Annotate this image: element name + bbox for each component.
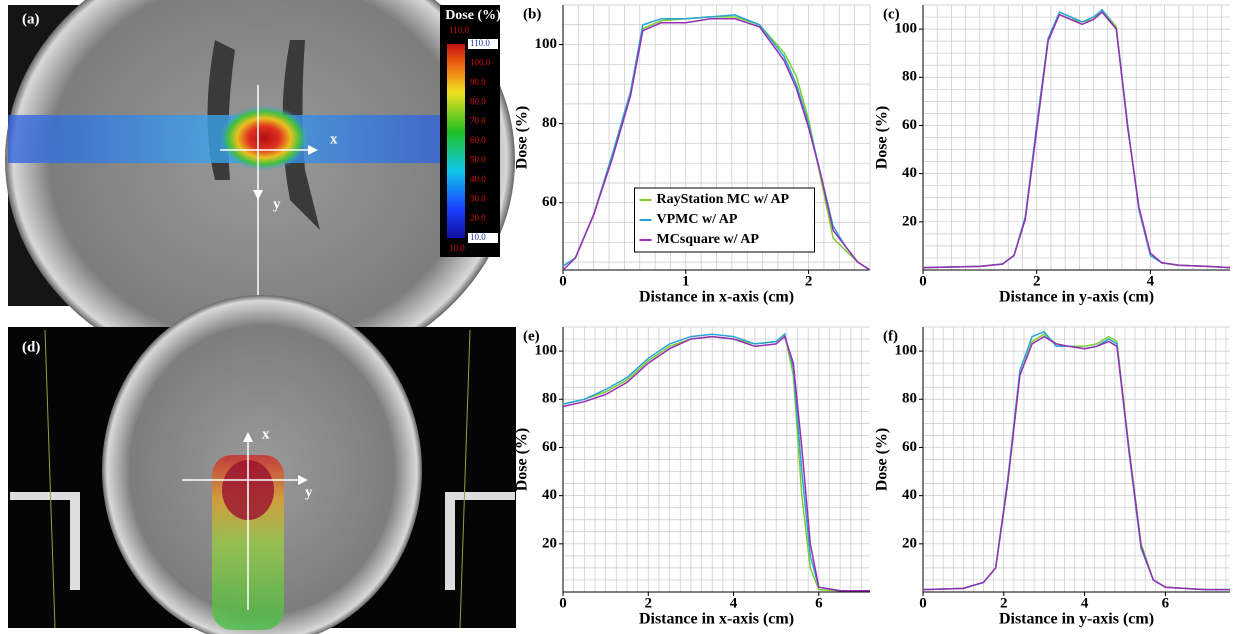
- series-line: [922, 11, 1231, 269]
- y-axis-title: Dose (%): [514, 106, 531, 170]
- colorbar-title: Dose (%): [445, 8, 501, 23]
- x-tick-label: 2: [645, 595, 653, 611]
- y-tick-label: 100: [895, 343, 918, 359]
- legend: [634, 187, 815, 253]
- legend-label: RayStation MC w/ AP: [657, 192, 790, 207]
- colorbar-tick-label: 80.0: [470, 96, 486, 106]
- x-tick-label: 4: [1147, 273, 1155, 289]
- y-tick-label: 60: [542, 439, 557, 455]
- legend-label: VPMC w/ AP: [657, 212, 738, 227]
- colorbar-tick-label: 30.0: [470, 193, 486, 203]
- y-tick-label: 60: [902, 439, 917, 455]
- panel-label: (c): [883, 6, 900, 22]
- colorbar-tick-label: 110.0: [470, 38, 490, 48]
- colorbar-tick-label: 90.0: [470, 77, 486, 87]
- legend-label: MCsquare w/ AP: [657, 232, 760, 247]
- chart: 0 2 4 6 20 40 60 80 100(f) Distance in y-axis (cm…: [874, 326, 1230, 628]
- y-tick-label: 20: [542, 535, 557, 551]
- axis-label: y: [273, 196, 281, 212]
- axis-label: x: [262, 426, 270, 442]
- y-tick-label: 80: [902, 391, 917, 407]
- x-axis-title: Distance in y-axis (cm): [999, 289, 1154, 306]
- panel-label: (e): [523, 328, 540, 344]
- panel-label: (d): [22, 339, 40, 355]
- panel-label: (f): [883, 328, 898, 344]
- y-tick-label: 100: [895, 21, 918, 37]
- series-line: [562, 335, 870, 592]
- y-tick-label: 80: [542, 115, 557, 131]
- y-tick-label: 80: [902, 69, 917, 85]
- image-d: [8, 295, 516, 634]
- colorbar-tick-label: 20.0: [470, 213, 486, 223]
- x-tick-label: 0: [919, 595, 927, 611]
- panel-label: (a): [22, 11, 40, 27]
- colorbar-tick-label: 60.0: [470, 135, 486, 145]
- x-tick-label: 2: [1033, 273, 1041, 289]
- panel-label: (b): [523, 6, 541, 22]
- y-tick-label: 80: [542, 391, 557, 407]
- y-tick-label: 60: [902, 117, 917, 133]
- x-axis-title: Distance in x-axis (cm): [639, 289, 794, 306]
- colorbar-limit: 110.0: [449, 25, 469, 35]
- x-tick-label: 2: [1000, 595, 1008, 611]
- y-tick-label: 40: [902, 487, 917, 503]
- colorbar-tick-label: 40.0: [470, 174, 486, 184]
- series-line: [562, 14, 871, 271]
- series-line: [562, 18, 871, 271]
- x-tick-label: 4: [730, 595, 738, 611]
- y-tick-label: 20: [902, 213, 917, 229]
- x-tick-label: 1: [682, 273, 690, 289]
- y-axis-title: Dose (%): [874, 428, 891, 492]
- y-tick-label: 40: [542, 487, 557, 503]
- series-line: [562, 332, 870, 592]
- x-tick-label: 6: [815, 595, 823, 611]
- y-axis-title: Dose (%): [514, 428, 531, 492]
- y-tick-label: 20: [902, 535, 917, 551]
- colorbar-tick-label: 70.0: [470, 116, 486, 126]
- series-line: [562, 332, 870, 592]
- x-tick-label: 4: [1081, 595, 1089, 611]
- chart: 0 2 4 6 20 40 60 80 100(e) Distance in x-axis (cm…: [514, 326, 870, 628]
- colorbar-tick-label: 10.0: [470, 232, 486, 242]
- chart: 0 1 2 60 80 100 (b) Distance in x-axis (cm) Dose…: [514, 4, 871, 306]
- y-tick-label: 100: [535, 343, 558, 359]
- axis-label: x: [330, 131, 338, 147]
- colorbar-tick-label: 100.0: [470, 57, 491, 67]
- x-tick-label: 2: [805, 273, 813, 289]
- x-axis-title: Distance in y-axis (cm): [999, 611, 1154, 628]
- x-tick-label: 0: [559, 595, 567, 611]
- colorbar-tick-label: 50.0: [470, 154, 486, 164]
- y-tick-label: 100: [535, 36, 558, 52]
- colorbar-scale: [447, 44, 465, 238]
- x-tick-label: 0: [559, 273, 567, 289]
- colorbar-limit: 10.0: [449, 243, 465, 253]
- x-tick-label: 6: [1162, 595, 1170, 611]
- chart: 0 2 4 20 40 60 80 100(c) Distance in y-axis (cm)…: [874, 4, 1231, 306]
- y-axis-title: Dose (%): [874, 106, 891, 170]
- colorbar-tick-box: [468, 39, 498, 49]
- series-line: [922, 335, 1230, 591]
- image-a: [5, 0, 515, 380]
- y-tick-label: 40: [902, 165, 917, 181]
- x-tick-label: 0: [919, 273, 927, 289]
- y-tick-label: 60: [542, 194, 557, 210]
- colorbar-tick-box: [468, 233, 498, 243]
- axis-label: y: [305, 484, 313, 500]
- x-axis-title: Distance in x-axis (cm): [639, 611, 794, 628]
